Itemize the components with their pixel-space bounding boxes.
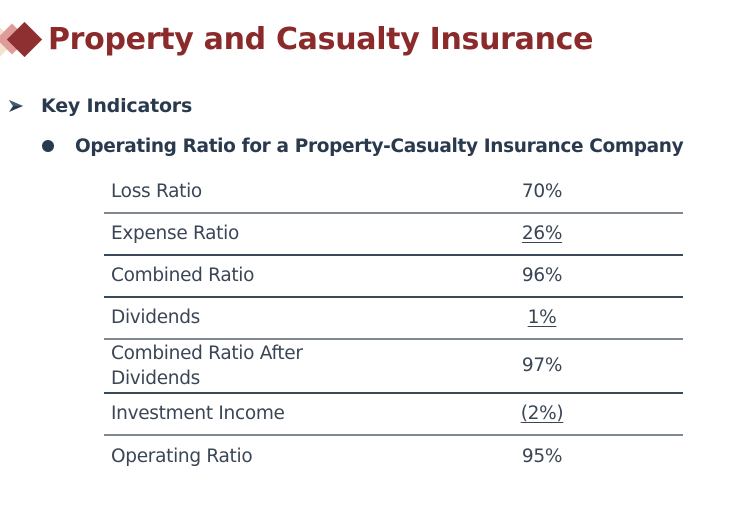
row-label: Dividends (104, 297, 401, 340)
table-row: Investment Income (2%) (104, 393, 683, 436)
bullet-operating-ratio: Operating Ratio for a Property-Casualty … (42, 133, 684, 159)
row-value: 96% (401, 255, 683, 298)
operating-ratio-table: Loss Ratio 70% Expense Ratio 26% Combine… (104, 171, 683, 477)
row-value: 97% (401, 339, 683, 394)
table-row: Expense Ratio 26% (104, 213, 683, 256)
row-label-line: Combined Ratio After (111, 343, 303, 364)
value-text: 96% (521, 265, 563, 286)
row-value: 70% (401, 171, 683, 214)
row-label: Combined Ratio After Dividends (104, 339, 401, 394)
table-row: Combined Ratio After Dividends 97% (104, 339, 683, 394)
value-text: 97% (521, 355, 563, 376)
value-text: 95% (521, 445, 563, 467)
table-row: Loss Ratio 70% (104, 171, 683, 214)
row-value: 95% (401, 435, 683, 477)
row-value: (2%) (401, 393, 683, 436)
key-indicators-heading: Key Indicators (41, 95, 193, 117)
stacked-diamonds-logo (0, 20, 46, 64)
value-text: 1% (527, 307, 557, 328)
table-row: Combined Ratio 96% (104, 255, 683, 298)
row-label: Investment Income (104, 393, 401, 436)
operating-ratio-heading: Operating Ratio for a Property-Casualty … (75, 135, 684, 157)
row-label: Loss Ratio (104, 171, 401, 214)
row-label: Combined Ratio (104, 255, 401, 298)
table-row: Operating Ratio 95% (104, 435, 683, 477)
page-title: Property and Casualty Insurance (48, 22, 594, 57)
value-text: 26% (521, 223, 563, 244)
arrow-bullet-icon (9, 100, 23, 112)
row-value: 26% (401, 213, 683, 256)
bullet-key-indicators: Key Indicators (8, 93, 192, 119)
value-text: (2%) (520, 403, 564, 424)
dot-bullet-icon (42, 140, 54, 152)
table-row: Dividends 1% (104, 297, 683, 340)
row-label: Operating Ratio (111, 445, 253, 467)
row-value: 1% (401, 297, 683, 340)
value-text: 70% (521, 180, 563, 202)
row-label: Expense Ratio (104, 213, 401, 256)
row-label-line: Dividends (111, 368, 201, 389)
